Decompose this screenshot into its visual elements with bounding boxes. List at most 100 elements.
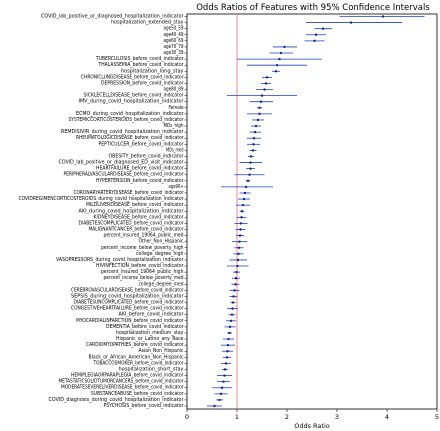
plot-area-frame: [186, 13, 438, 410]
odds-ratio-point: [234, 276, 238, 280]
odds-ratio-point: [238, 234, 242, 237]
odds-ratio-point: [228, 325, 232, 329]
feature-label: DEMENTIA_before_covid_indicator: [106, 324, 184, 330]
odds-ratio-point: [223, 368, 227, 371]
feature-label: TOBACCOSMOKER_before_covid_indicator: [93, 360, 184, 366]
feature-label: COVIDREGIMENCORTICOSTEROIDS_during_covid…: [19, 196, 185, 202]
odds-ratio-point: [234, 283, 237, 286]
odds-ratio-point: [275, 63, 279, 67]
feature-labels: COVID_lab_positive_or_diagnosed_hospital…: [19, 14, 187, 409]
odds-ratio-point: [253, 130, 257, 134]
odds-ratio-point: [219, 392, 223, 396]
feature-label: ECMO_during_covid_hospitalization_indica…: [76, 111, 184, 117]
feature-label: HIVINFECTION_before_covid_indicator: [96, 263, 184, 269]
odds-ratio-point: [224, 362, 228, 365]
odds-ratio-point: [244, 185, 248, 189]
odds-ratio-point: [220, 386, 224, 389]
odds-ratio-point: [256, 118, 260, 122]
feature-label: PERIPHERALVASCULARDISEASE_before_covid_i…: [64, 172, 185, 178]
feature-label: MODERATESEVERELIVERDISEASE_before_covid_…: [61, 385, 184, 391]
odds-ratio-point: [249, 167, 252, 170]
odds-ratio-point: [238, 240, 241, 243]
odds-ratio-point: [251, 149, 255, 152]
odds-ratio-point: [232, 295, 235, 298]
odds-ratio-point: [240, 210, 244, 213]
odds-ratio-point: [279, 51, 283, 55]
odds-ratio-point: [226, 350, 229, 353]
feature-label: IMV_during_covid_hospitalization_indicat…: [79, 99, 185, 105]
feature-label: MDs_high: [164, 123, 184, 129]
odds-ratio-point: [227, 337, 230, 341]
odds-ratio-point: [254, 124, 258, 128]
odds-ratio-point: [258, 106, 261, 109]
feature-label: CEREBROVASCULARDISEASE_before_covid_indi…: [71, 287, 184, 293]
odds-ratio-point: [249, 155, 253, 158]
feature-label: COVID_lab_positive_or_diagnosed_ED_visit…: [59, 160, 185, 166]
odds-ratio-point: [349, 21, 353, 24]
feature-label: REMDISIVIR_during_covid_hospitalization_…: [61, 129, 184, 135]
feature-label: college_degree_med: [139, 281, 184, 287]
feature-label: CHRONICLUNGDISEASE_before_covid_indicato…: [81, 74, 184, 80]
odds-ratio-point: [264, 82, 268, 85]
odds-ratio-point: [381, 15, 385, 18]
feature-label: PEPTICULCER_before_covid_indicator: [99, 141, 185, 147]
feature-label: HYPERTENSION_before_covid_indicator: [96, 178, 184, 184]
x-tick-label: 0: [185, 413, 189, 421]
feature-label: SICKLECELLDISEASE_before_covid_indicator: [84, 93, 185, 99]
x-tick-label: 5: [435, 413, 439, 421]
feature-label: CONGESTIVEHEARTFAILURE_before_covid_indi…: [71, 306, 184, 312]
odds-ratio-point: [274, 70, 278, 73]
x-tick-label: 2: [285, 413, 289, 421]
odds-ratio-point: [252, 137, 256, 140]
feature-label: percent_insured_19064_public_med: [104, 233, 184, 239]
feature-label: SUBSTANCEABUSE_before_covid_indicator: [91, 391, 184, 397]
feature-label: hospitalization_short_stay: [119, 366, 185, 372]
odds-ratio-point: [240, 216, 243, 219]
feature-label: percent_insured_19064_public_high: [101, 269, 184, 275]
feature-label: MYOCARDIALINFARCTION_before_covid_indica…: [76, 318, 184, 324]
feature-label: college_degree_high: [136, 251, 184, 257]
odds-ratio-point: [260, 94, 264, 97]
feature-label: hospitalization_long_stay: [121, 68, 184, 74]
feature-label: TUBERCULOSIS_before_covid_indicator: [95, 56, 184, 62]
feature-label: VASOPRESSORS_during_covid_hospitalizatio…: [56, 257, 184, 263]
feature-label: CARDIOMYOPATHIES_before_covid_indicator: [86, 342, 184, 348]
feature-label: DIABETESCOMPLICATED_before_covid_indicat…: [79, 220, 185, 226]
feature-label: Other_Non_Hispanic: [139, 239, 184, 245]
odds-ratio-point: [229, 319, 233, 322]
odds-ratio-point: [239, 222, 243, 225]
feature-label: Black_or_African_American_Non_Hispanic: [89, 354, 184, 360]
feature-label: CORONARYARTERYDISEASE_before_covid_indic…: [74, 190, 185, 196]
odds-ratio-point: [248, 173, 251, 176]
feature-label: age30_39: [164, 50, 184, 56]
odds-ratio-point: [313, 39, 316, 43]
odds-ratio-point: [283, 45, 286, 49]
chart-title: Odds Ratios of Features with 95% Confide…: [196, 3, 430, 13]
feature-label: percent_income_below_poverty_high: [101, 245, 184, 251]
odds-ratio-point: [321, 27, 325, 30]
feature-label: MALIGNANTCANCER_before_covid_indicator: [89, 227, 185, 233]
feature-label: Asian_Non_Hispanic: [139, 348, 184, 354]
feature-label: age60_69: [164, 38, 184, 44]
odds-ratio-point: [237, 246, 241, 249]
feature-label: age90+: [169, 184, 184, 190]
odds-ratio-point: [241, 203, 245, 207]
feature-label: RHEUMATOLOGICDISEASE_before_covid_indica…: [76, 135, 184, 141]
feature-label: AKI_during_covid_hospitalization_indicat…: [79, 208, 185, 214]
odds-ratio-point: [249, 161, 252, 164]
feature-label: hospitalization_medium_stay: [116, 330, 184, 336]
odds-ratio-point: [242, 197, 246, 201]
odds-ratio-point: [258, 112, 261, 116]
feature-label: PSYCHOSIS_before_covid_indicator: [104, 403, 185, 409]
confidence-intervals: [207, 16, 425, 407]
odds-ratio-point: [230, 313, 234, 316]
feature-label: DEPRESSION_before_covid_indicator: [101, 80, 184, 86]
feature-label: COVID_lab_positive_or_diagnosed_hospital…: [41, 14, 184, 20]
feature-label: METASTATICSOLIDTUMORCANCERS_before_covid…: [59, 379, 185, 385]
feature-label: MDs_med: [166, 147, 184, 153]
x-axis-label: Odds Ratio: [294, 422, 330, 430]
feature-label: Female: [169, 105, 185, 111]
feature-label: DIABETESUNCOMPLICATED_before_covid_indic…: [74, 300, 185, 306]
odds-ratio-point: [233, 289, 236, 292]
